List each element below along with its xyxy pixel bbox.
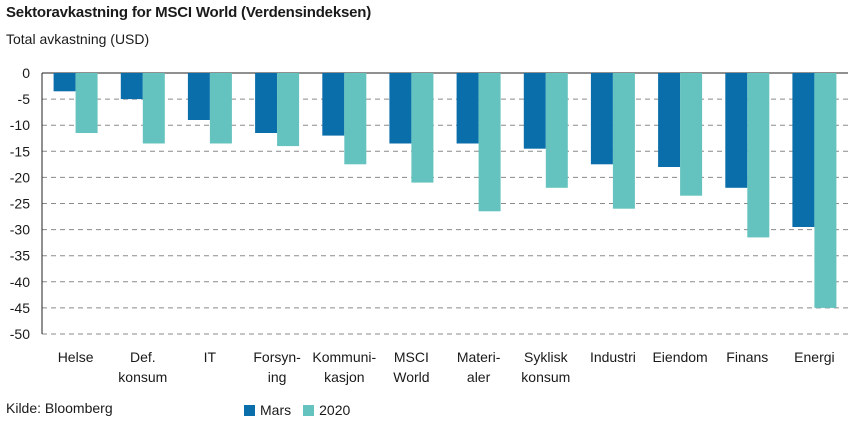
x-category-label: Eiendom xyxy=(652,349,707,365)
y-tick-label: -10 xyxy=(10,117,30,133)
y-tick-label: 0 xyxy=(22,65,30,81)
bar-2020 xyxy=(478,73,501,212)
y-tick-label: -30 xyxy=(10,222,30,238)
legend-item-mars: Mars xyxy=(244,402,291,418)
source-note: Kilde: Bloomberg xyxy=(6,400,113,416)
bar-chart: 0 -5 -10 -15 -20 -25 -30 -35 -40 -45 -50 Helse Def. k… xyxy=(10,65,848,385)
bar-2020 xyxy=(411,73,434,183)
y-tick-label: -35 xyxy=(10,248,30,264)
y-tick-label: -20 xyxy=(10,169,30,185)
y-tick-label: -50 xyxy=(10,326,30,342)
x-category-label: konsum xyxy=(118,369,167,385)
x-category-label: Industri xyxy=(590,349,636,365)
x-category-label: aler xyxy=(467,369,491,385)
legend: Mars 2020 xyxy=(244,402,362,418)
x-category-label: Forsyn- xyxy=(253,349,301,365)
y-tick-label: -45 xyxy=(10,300,30,316)
y-tick-label: -5 xyxy=(18,91,31,107)
x-category-label: Energi xyxy=(794,349,834,365)
bar-mars xyxy=(590,73,613,165)
chart-title: Sektoravkastning for MSCI World (Verdens… xyxy=(6,4,372,21)
bar-mars xyxy=(725,73,748,188)
y-tick-label: -15 xyxy=(10,143,30,159)
bar-mars xyxy=(658,73,681,167)
x-category-label: ing xyxy=(268,369,287,385)
bar-mars xyxy=(322,73,345,136)
legend-swatch-2020 xyxy=(303,404,315,416)
y-tick-label: -40 xyxy=(10,274,30,290)
x-category-label: World xyxy=(393,369,429,385)
x-category-label: Kommuni- xyxy=(312,349,376,365)
bar-mars xyxy=(792,73,815,227)
x-category-label: IT xyxy=(204,349,217,365)
x-category-label: konsum xyxy=(521,369,570,385)
bar-2020 xyxy=(75,73,98,133)
x-category-label: kasjon xyxy=(324,369,364,385)
bar-2020 xyxy=(277,73,300,147)
x-category-label: Finans xyxy=(726,349,768,365)
bar-mars xyxy=(187,73,210,120)
bar-mars xyxy=(389,73,412,144)
y-tick-label: -25 xyxy=(10,196,30,212)
legend-label-2020: 2020 xyxy=(319,402,351,418)
bar-2020 xyxy=(747,73,770,238)
bar-2020 xyxy=(612,73,635,209)
bar-mars xyxy=(53,73,76,92)
legend-swatch-mars xyxy=(244,404,255,416)
bar-2020 xyxy=(680,73,703,196)
bar-mars xyxy=(456,73,479,144)
x-category-label: Materi- xyxy=(457,349,501,365)
bar-2020 xyxy=(344,73,367,165)
bar-2020 xyxy=(209,73,232,144)
x-category-label: MSCI xyxy=(394,349,429,365)
bar-mars xyxy=(120,73,143,100)
bar-mars xyxy=(255,73,278,133)
bar-2020 xyxy=(142,73,165,144)
x-category-label: Syklisk xyxy=(524,349,569,365)
x-category-label: Def. xyxy=(130,349,156,365)
bar-mars xyxy=(523,73,546,149)
bar-2020 xyxy=(814,73,837,308)
legend-label-mars: Mars xyxy=(260,402,292,418)
bar-2020 xyxy=(545,73,568,188)
legend-item-2020: 2020 xyxy=(303,402,350,418)
x-category-label: Helse xyxy=(58,349,94,365)
y-axis-label: Total avkastning (USD) xyxy=(6,31,150,47)
